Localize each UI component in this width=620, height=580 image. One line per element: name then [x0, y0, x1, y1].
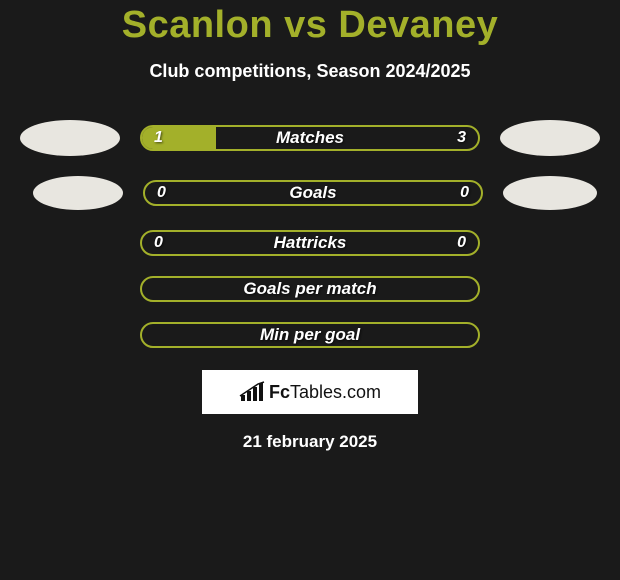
stat-bar: 0 Hattricks 0 — [140, 230, 480, 256]
bar-chart-icon — [239, 381, 265, 403]
stat-bar: 1 Matches 3 — [140, 125, 480, 151]
stat-row-mpg: Min per goal — [0, 322, 620, 348]
logo-text: FcTables.com — [269, 382, 381, 403]
subtitle: Club competitions, Season 2024/2025 — [0, 61, 620, 82]
player-right-avatar-2 — [503, 176, 597, 210]
logo-part-2: Tables — [290, 382, 342, 402]
stat-bar: 0 Goals 0 — [143, 180, 483, 206]
stat-row-gpm: Goals per match — [0, 276, 620, 302]
stat-row-matches: 1 Matches 3 — [0, 120, 620, 156]
stat-rows: 1 Matches 3 0 Goals 0 0 Hattricks 0 — [0, 120, 620, 348]
stat-label: Matches — [142, 127, 478, 149]
date-text: 21 february 2025 — [0, 432, 620, 452]
logo-part-1: Fc — [269, 382, 290, 402]
stat-label: Goals — [145, 182, 481, 204]
stat-right-value: 0 — [460, 182, 469, 204]
stat-bar: Min per goal — [140, 322, 480, 348]
fctables-logo: FcTables.com — [202, 370, 418, 414]
logo-part-3: .com — [342, 382, 381, 402]
stat-row-hattricks: 0 Hattricks 0 — [0, 230, 620, 256]
stat-label: Hattricks — [142, 232, 478, 254]
page-title: Scanlon vs Devaney — [0, 4, 620, 47]
player-left-avatar-2 — [33, 176, 123, 210]
stat-right-value: 3 — [457, 127, 466, 149]
stat-label: Min per goal — [142, 324, 478, 346]
comparison-infographic: Scanlon vs Devaney Club competitions, Se… — [0, 0, 620, 452]
player-left-avatar — [20, 120, 120, 156]
stat-bar: Goals per match — [140, 276, 480, 302]
stat-row-goals: 0 Goals 0 — [0, 176, 620, 210]
stat-label: Goals per match — [142, 278, 478, 300]
stat-right-value: 0 — [457, 232, 466, 254]
player-right-avatar — [500, 120, 600, 156]
